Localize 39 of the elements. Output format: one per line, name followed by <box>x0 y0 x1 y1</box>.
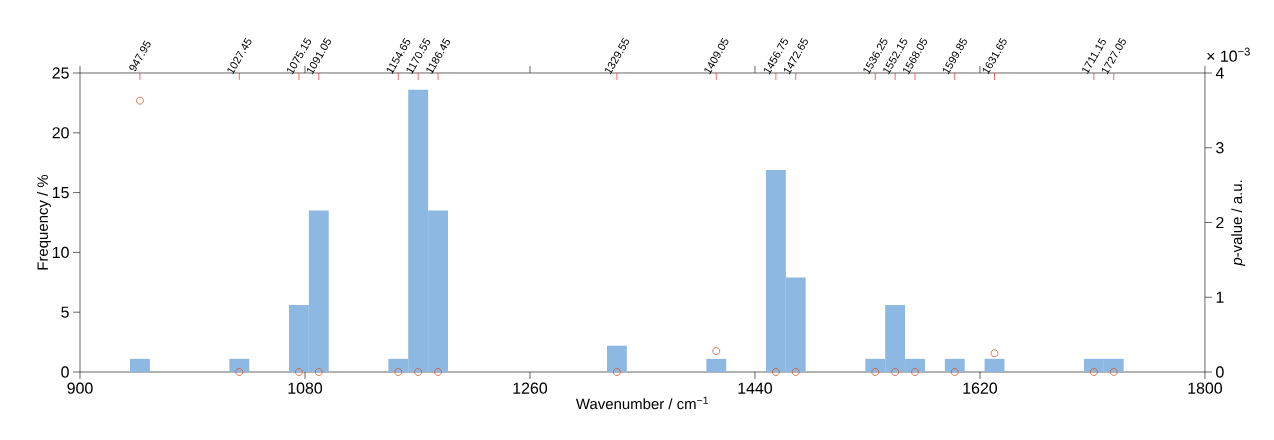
x-axis-title: Wavenumber / cm$^{−1}$ <box>575 396 708 410</box>
point <box>1109 368 1118 376</box>
y-tick-label: 0 <box>61 366 69 378</box>
y-tick-label: 20 <box>52 127 69 139</box>
y2-axis-title: p-value / a.u. <box>1231 180 1246 267</box>
y-axis-title: Frequency / % <box>36 174 51 270</box>
x-tick-label: 1620 <box>963 382 998 394</box>
point <box>235 368 244 376</box>
point <box>990 349 999 358</box>
y2-tick-label: 1 <box>1216 291 1224 303</box>
x-tick-label: 1260 <box>513 382 548 394</box>
point <box>791 368 800 376</box>
x-tick-label: 1440 <box>738 382 773 394</box>
point <box>1089 368 1098 376</box>
y-tick-label: 15 <box>52 187 69 199</box>
y-tick-label: 10 <box>52 246 69 259</box>
point <box>136 96 144 105</box>
point <box>314 368 323 376</box>
point <box>891 368 900 376</box>
x-tick-label: 1080 <box>288 382 323 394</box>
y2-tick-label: 0 <box>1216 366 1224 378</box>
text: × 10$^{−3}$ <box>1207 47 1250 62</box>
point <box>613 368 621 376</box>
y-tick-label: 5 <box>61 306 69 318</box>
y2-tick-label: 3 <box>1216 142 1224 154</box>
x-tick-label: 1800 <box>1188 382 1223 394</box>
y2-tick-label: 2 <box>1216 216 1224 229</box>
point <box>871 368 880 376</box>
point <box>295 368 303 376</box>
point <box>434 368 442 376</box>
point <box>950 368 959 376</box>
y-tick-label: 25 <box>52 67 69 79</box>
point <box>414 368 423 376</box>
point <box>911 368 919 376</box>
x-tick-label: 900 <box>67 382 93 394</box>
point <box>394 368 403 376</box>
y2-tick-label: 4 <box>1215 67 1224 79</box>
point <box>772 368 780 376</box>
point <box>712 347 721 355</box>
